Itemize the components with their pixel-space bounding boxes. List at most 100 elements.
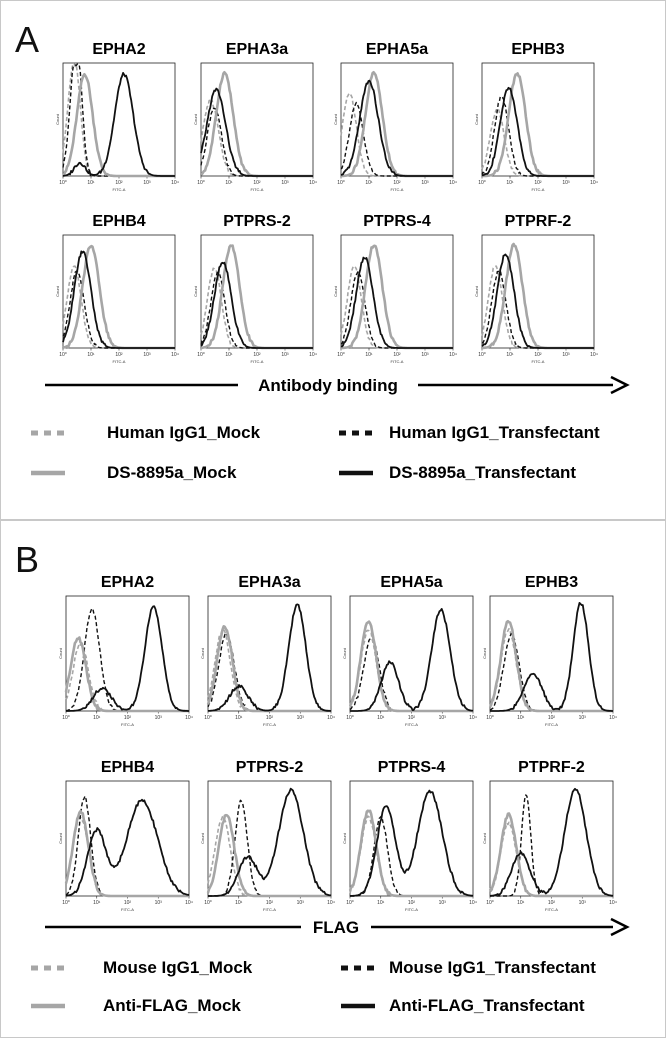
x-tick-label: 10⁰ bbox=[197, 180, 205, 186]
histogram-series-4 bbox=[200, 87, 313, 177]
x-tick-label: 10¹ bbox=[506, 180, 514, 186]
legend-label: Anti-FLAG_Transfectant bbox=[389, 996, 585, 1015]
subplot-title: EPHB4 bbox=[92, 213, 145, 230]
y-axis-label: Count bbox=[342, 647, 347, 659]
x-axis-label: FITC-A bbox=[405, 907, 418, 912]
x-tick-label: 10¹ bbox=[87, 352, 95, 358]
y-axis-label: Count bbox=[474, 285, 479, 297]
y-axis-label: Count bbox=[193, 113, 198, 125]
x-tick-label: 10² bbox=[115, 180, 123, 186]
subplot-title: EPHA5a bbox=[366, 41, 428, 58]
panel-a: A EPHA2 Count 10⁰ 10¹ 10² 10³ 10⁴ FITC-A EPHA3a C… bbox=[0, 0, 666, 520]
x-tick-label: 10³ bbox=[281, 180, 289, 186]
plot-frame bbox=[489, 780, 614, 897]
x-axis-label: FITC-A bbox=[545, 907, 558, 912]
histogram-series-4 bbox=[66, 605, 189, 712]
x-tick-label: 10² bbox=[124, 715, 132, 721]
legend-label: Mouse IgG1_Mock bbox=[103, 958, 253, 977]
panel-letter: A bbox=[15, 19, 40, 60]
x-tick-label: 10³ bbox=[297, 900, 305, 906]
x-tick-label: 10¹ bbox=[377, 715, 385, 721]
subplot-title: EPHA3a bbox=[238, 574, 300, 591]
y-axis-label: Count bbox=[58, 832, 63, 844]
x-axis-label: FITC-A bbox=[263, 907, 276, 912]
subplot-title: PTPRS-4 bbox=[363, 213, 431, 230]
y-axis-label: Count bbox=[482, 832, 487, 844]
plot-frame bbox=[207, 595, 332, 712]
subplot-title: PTPRS-4 bbox=[378, 759, 446, 776]
x-tick-label: 10⁴ bbox=[449, 180, 457, 186]
x-tick-label: 10¹ bbox=[517, 715, 525, 721]
x-tick-label: 10² bbox=[253, 180, 261, 186]
y-axis-label: Count bbox=[193, 285, 198, 297]
x-tick-label: 10⁴ bbox=[449, 352, 457, 358]
x-tick-label: 10² bbox=[253, 352, 261, 358]
x-tick-label: 10⁰ bbox=[486, 900, 494, 906]
x-tick-label: 10¹ bbox=[93, 900, 101, 906]
histogram-series-3 bbox=[488, 619, 614, 713]
x-tick-label: 10² bbox=[393, 180, 401, 186]
histogram-series-3 bbox=[488, 812, 614, 898]
x-tick-label: 10⁰ bbox=[478, 352, 486, 358]
y-axis-label: Count bbox=[200, 832, 205, 844]
x-tick-label: 10² bbox=[548, 900, 556, 906]
axis-title: Antibody binding bbox=[258, 376, 398, 395]
y-axis-label: Count bbox=[342, 832, 347, 844]
x-axis-label: FITC-A bbox=[532, 187, 545, 192]
subplot-title: EPHB3 bbox=[511, 41, 564, 58]
plot-frame bbox=[349, 595, 474, 712]
histogram-series-4 bbox=[208, 787, 332, 897]
x-tick-label: 10⁴ bbox=[469, 900, 477, 906]
legend-label: DS-8895a_Transfectant bbox=[389, 463, 576, 482]
legend-label: Human IgG1_Transfectant bbox=[389, 423, 600, 442]
x-tick-label: 10¹ bbox=[235, 715, 243, 721]
histogram-series-4 bbox=[490, 787, 614, 897]
y-axis-label: Count bbox=[482, 647, 487, 659]
subplot-title: EPHA2 bbox=[101, 574, 154, 591]
legend-label: DS-8895a_Mock bbox=[107, 463, 237, 482]
plot-frame bbox=[200, 234, 314, 349]
x-axis-label: FITC-A bbox=[391, 187, 404, 192]
x-tick-label: 10⁰ bbox=[62, 900, 70, 906]
x-tick-label: 10² bbox=[534, 352, 542, 358]
histogram-series-4 bbox=[490, 602, 613, 712]
x-tick-label: 10² bbox=[124, 900, 132, 906]
panel-a-chart: EPHA2 Count 10⁰ 10¹ 10² 10³ 10⁴ FITC-A EPHA3a Cou… bbox=[31, 41, 630, 482]
x-tick-label: 10³ bbox=[562, 352, 570, 358]
x-tick-label: 10¹ bbox=[93, 715, 101, 721]
x-tick-label: 10³ bbox=[281, 352, 289, 358]
plot-frame bbox=[200, 62, 314, 177]
x-tick-label: 10⁴ bbox=[609, 715, 617, 721]
x-tick-label: 10⁴ bbox=[327, 715, 335, 721]
histogram-series-4 bbox=[350, 608, 474, 712]
x-axis-label: FITC-A bbox=[121, 907, 134, 912]
x-axis-label: FITC-A bbox=[121, 722, 134, 727]
histogram-series-3 bbox=[206, 813, 332, 898]
x-tick-label: 10² bbox=[393, 352, 401, 358]
x-tick-label: 10⁰ bbox=[197, 352, 205, 358]
plot-frame bbox=[481, 62, 595, 177]
x-tick-label: 10³ bbox=[562, 180, 570, 186]
x-tick-label: 10³ bbox=[439, 900, 447, 906]
x-tick-label: 10¹ bbox=[365, 352, 373, 358]
subplot-title: EPHA5a bbox=[380, 574, 442, 591]
y-axis-label: Count bbox=[333, 113, 338, 125]
histogram-series-3 bbox=[348, 809, 474, 898]
histogram-series-3 bbox=[64, 809, 190, 898]
x-axis-label: FITC-A bbox=[251, 359, 264, 364]
x-tick-label: 10⁰ bbox=[346, 900, 354, 906]
x-axis-label: FITC-A bbox=[113, 359, 126, 364]
histogram-series-3 bbox=[349, 620, 474, 713]
x-axis-label: FITC-A bbox=[113, 187, 126, 192]
axis-title-bg bbox=[238, 373, 418, 397]
subplot-title: EPHA2 bbox=[92, 41, 145, 58]
x-tick-label: 10² bbox=[408, 900, 416, 906]
plot-frame bbox=[481, 234, 595, 349]
x-tick-label: 10¹ bbox=[87, 180, 95, 186]
histogram-series-4 bbox=[340, 79, 453, 177]
axis-title-bg bbox=[301, 915, 371, 939]
x-tick-label: 10² bbox=[534, 180, 542, 186]
x-tick-label: 10⁴ bbox=[171, 352, 179, 358]
x-tick-label: 10³ bbox=[439, 715, 447, 721]
x-tick-label: 10³ bbox=[579, 900, 587, 906]
